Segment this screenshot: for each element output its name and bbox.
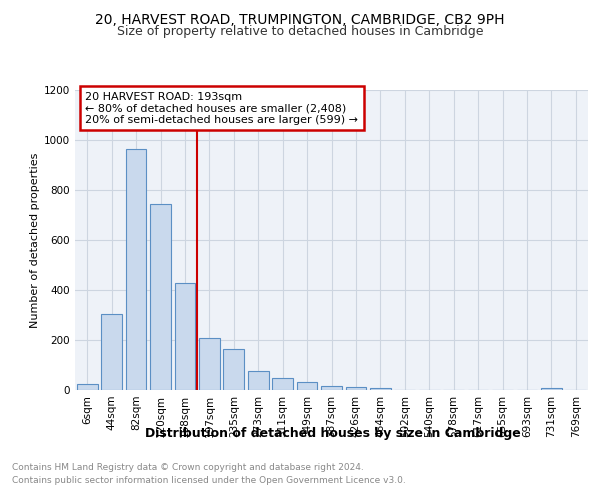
Bar xyxy=(223,349,244,390)
Bar xyxy=(541,388,562,390)
Bar xyxy=(199,338,220,390)
Bar xyxy=(175,282,196,390)
Bar xyxy=(272,378,293,390)
Bar xyxy=(296,382,317,390)
Bar xyxy=(321,386,342,390)
Text: Distribution of detached houses by size in Cambridge: Distribution of detached houses by size … xyxy=(145,428,521,440)
Text: Contains HM Land Registry data © Crown copyright and database right 2024.: Contains HM Land Registry data © Crown c… xyxy=(12,462,364,471)
Bar xyxy=(346,387,367,390)
Bar xyxy=(150,204,171,390)
Bar xyxy=(77,384,98,390)
Text: 20 HARVEST ROAD: 193sqm
← 80% of detached houses are smaller (2,408)
20% of semi: 20 HARVEST ROAD: 193sqm ← 80% of detache… xyxy=(85,92,358,124)
Bar xyxy=(101,314,122,390)
Text: Contains public sector information licensed under the Open Government Licence v3: Contains public sector information licen… xyxy=(12,476,406,485)
Text: 20, HARVEST ROAD, TRUMPINGTON, CAMBRIDGE, CB2 9PH: 20, HARVEST ROAD, TRUMPINGTON, CAMBRIDGE… xyxy=(95,12,505,26)
Y-axis label: Number of detached properties: Number of detached properties xyxy=(30,152,40,328)
Bar xyxy=(248,371,269,390)
Bar xyxy=(125,149,146,390)
Text: Size of property relative to detached houses in Cambridge: Size of property relative to detached ho… xyxy=(117,25,483,38)
Bar xyxy=(370,388,391,390)
